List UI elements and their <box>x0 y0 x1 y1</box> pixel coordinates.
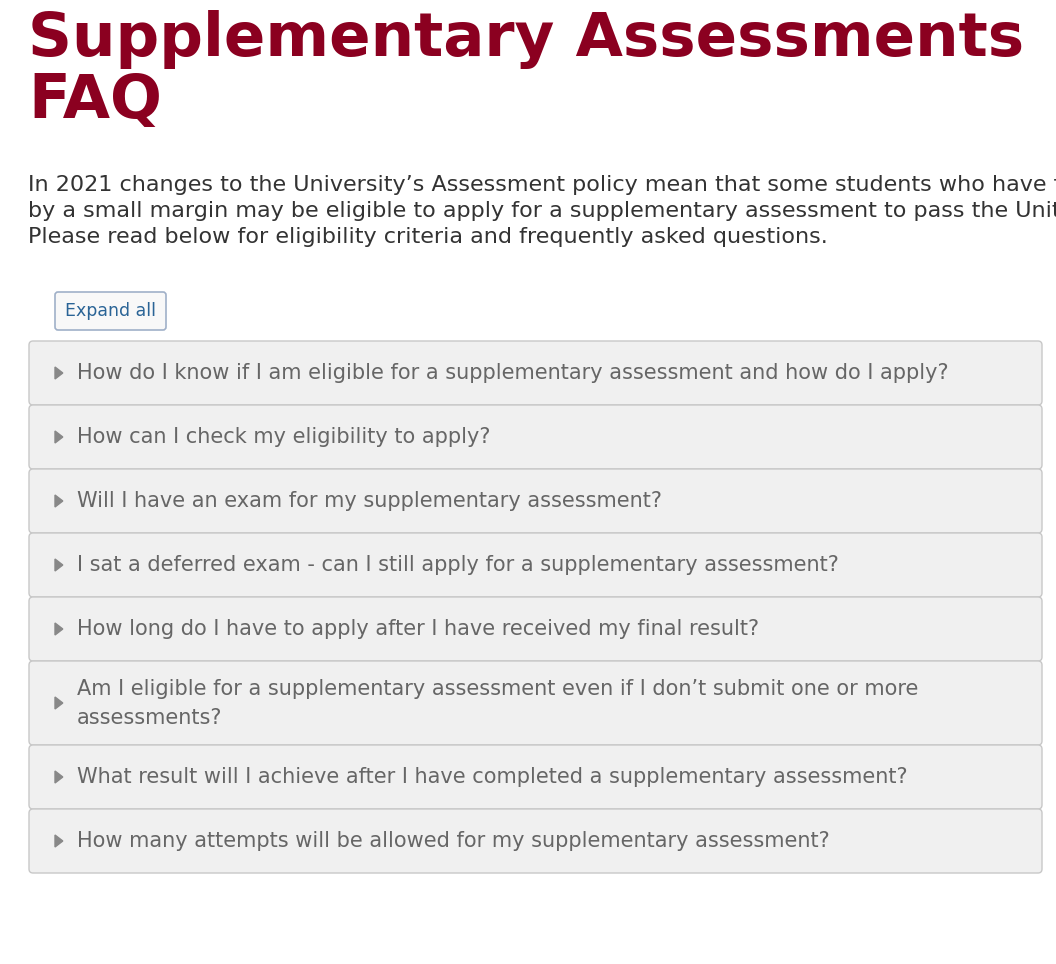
FancyBboxPatch shape <box>29 809 1042 873</box>
Polygon shape <box>55 559 62 571</box>
Polygon shape <box>55 697 62 709</box>
FancyBboxPatch shape <box>29 405 1042 469</box>
Text: Please read below for eligibility criteria and frequently asked questions.: Please read below for eligibility criter… <box>29 227 828 247</box>
FancyBboxPatch shape <box>29 661 1042 745</box>
Text: How can I check my eligibility to apply?: How can I check my eligibility to apply? <box>77 427 490 447</box>
FancyBboxPatch shape <box>29 597 1042 661</box>
Text: How long do I have to apply after I have received my final result?: How long do I have to apply after I have… <box>77 619 759 639</box>
Polygon shape <box>55 431 62 443</box>
Text: by a small margin may be eligible to apply for a supplementary assessment to pas: by a small margin may be eligible to app… <box>29 201 1056 221</box>
FancyBboxPatch shape <box>29 745 1042 809</box>
Text: How do I know if I am eligible for a supplementary assessment and how do I apply: How do I know if I am eligible for a sup… <box>77 363 948 383</box>
Polygon shape <box>55 835 62 847</box>
FancyBboxPatch shape <box>55 292 166 330</box>
FancyBboxPatch shape <box>29 341 1042 405</box>
FancyBboxPatch shape <box>29 469 1042 533</box>
Polygon shape <box>55 367 62 379</box>
Text: Supplementary Assessments: Supplementary Assessments <box>29 10 1024 69</box>
Text: Expand all: Expand all <box>65 302 156 320</box>
Text: Am I eligible for a supplementary assessment even if I don’t submit one or more
: Am I eligible for a supplementary assess… <box>77 679 919 728</box>
Polygon shape <box>55 623 62 635</box>
Text: FAQ: FAQ <box>29 72 162 131</box>
Text: What result will I achieve after I have completed a supplementary assessment?: What result will I achieve after I have … <box>77 767 907 787</box>
Text: How many attempts will be allowed for my supplementary assessment?: How many attempts will be allowed for my… <box>77 831 830 851</box>
Text: In 2021 changes to the University’s Assessment policy mean that some students wh: In 2021 changes to the University’s Asse… <box>29 175 1056 195</box>
Polygon shape <box>55 495 62 507</box>
Text: I sat a deferred exam - can I still apply for a supplementary assessment?: I sat a deferred exam - can I still appl… <box>77 555 838 575</box>
Polygon shape <box>55 771 62 783</box>
Text: Will I have an exam for my supplementary assessment?: Will I have an exam for my supplementary… <box>77 491 662 511</box>
FancyBboxPatch shape <box>29 533 1042 597</box>
